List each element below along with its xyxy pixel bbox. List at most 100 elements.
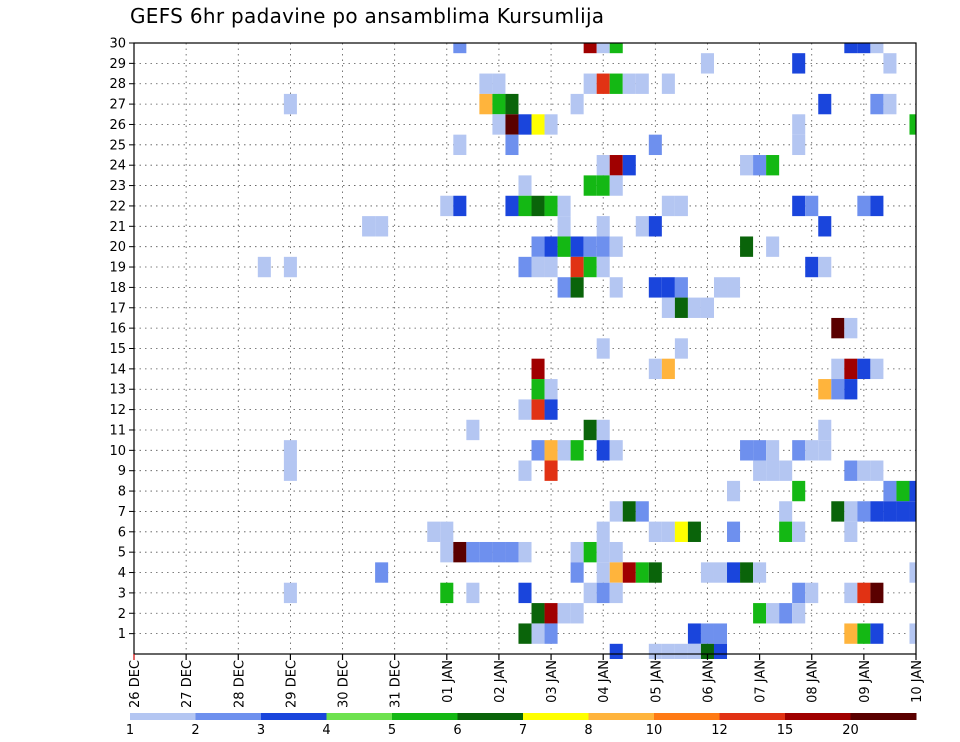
heatmap-cell — [583, 73, 597, 94]
heatmap-cell — [609, 541, 623, 563]
heatmap-cell — [661, 195, 675, 217]
heatmap-cell — [883, 93, 897, 115]
heatmap-cell — [479, 73, 493, 94]
x-tick-label: 30 DEC — [337, 660, 352, 708]
heatmap-cell — [609, 643, 623, 659]
heatmap-cell — [531, 379, 545, 400]
y-tick-label: 2 — [118, 607, 126, 622]
heatmap-cell — [909, 114, 916, 135]
heatmap-cell — [505, 114, 519, 135]
colorbar-swatch — [785, 713, 851, 720]
heatmap-cell — [818, 256, 832, 278]
y-tick-label: 16 — [109, 322, 126, 337]
colorbar-label: 7 — [519, 723, 527, 738]
heatmap-cell — [635, 216, 649, 237]
heatmap-cell — [687, 643, 701, 659]
heatmap-cell — [648, 277, 662, 298]
x-tick-label: 29 DEC — [284, 660, 299, 708]
x-tick-label: 10 JAN — [910, 660, 925, 703]
heatmap-cell — [883, 501, 897, 522]
heatmap-cell — [753, 562, 767, 583]
x-tick-label: 08 JAN — [806, 660, 821, 703]
heatmap-cell — [844, 358, 858, 380]
heatmap-cell — [440, 195, 454, 217]
heatmap-cell — [792, 195, 806, 217]
heatmap-cell — [870, 195, 884, 217]
heatmap-cell — [740, 155, 754, 176]
heatmap-cell — [674, 277, 688, 298]
heatmap-cell — [648, 521, 662, 542]
heatmap-cell — [818, 216, 832, 237]
heatmap-cell — [531, 399, 545, 420]
heatmap-cell — [544, 236, 558, 257]
heatmap-cell — [687, 623, 701, 644]
colorbar-label: 1 — [126, 723, 134, 738]
heatmap-cell — [609, 582, 623, 604]
heatmap-cell — [805, 440, 819, 461]
heatmap-cell — [596, 338, 610, 359]
heatmap-cell — [596, 73, 610, 94]
colorbar-label: 5 — [388, 723, 396, 738]
colorbar-label: 4 — [322, 723, 330, 738]
heatmap-cell — [870, 93, 884, 115]
heatmap-cell — [531, 256, 545, 278]
x-tick-label: 06 JAN — [701, 660, 716, 703]
colorbar-swatch — [195, 713, 262, 720]
heatmap-cell — [766, 460, 780, 481]
colorbar-label: 10 — [646, 723, 663, 738]
heatmap-cell — [596, 155, 610, 176]
heatmap-cell — [518, 114, 532, 135]
colorbar-swatch — [392, 713, 458, 720]
heatmap-cell — [544, 440, 558, 461]
y-tick-label: 27 — [109, 98, 126, 113]
heatmap-cell — [635, 562, 649, 583]
heatmap-cell — [870, 623, 884, 644]
heatmap-cell — [622, 73, 636, 94]
y-tick-label: 24 — [109, 159, 126, 174]
heatmap-cell — [557, 277, 571, 298]
heatmap-cell — [440, 521, 454, 542]
heatmap-cell — [792, 521, 806, 542]
heatmap-cell — [531, 114, 545, 135]
x-tick-label: 02 JAN — [493, 660, 508, 703]
heatmap-cell — [570, 236, 584, 257]
heatmap-cell — [909, 501, 916, 522]
heatmap-cell — [857, 501, 871, 522]
heatmap-cell — [544, 114, 558, 135]
y-tick-label: 3 — [118, 586, 126, 601]
heatmap-cell — [844, 43, 858, 54]
heatmap-cell — [792, 603, 806, 624]
heatmap-cell — [505, 93, 519, 115]
heatmap-cell — [544, 399, 558, 420]
y-tick-label: 21 — [109, 220, 126, 235]
x-tick-label: 04 JAN — [597, 660, 612, 703]
heatmap-cell — [909, 480, 916, 502]
heatmap-cell — [531, 623, 545, 644]
heatmap-cell — [700, 643, 714, 659]
heatmap-cell — [375, 562, 389, 583]
y-tick-label: 12 — [109, 403, 126, 418]
heatmap-cell — [453, 134, 467, 156]
heatmap-cell — [844, 582, 858, 604]
heatmap-cell — [492, 541, 506, 563]
heatmap-cell — [570, 277, 584, 298]
heatmap-cell — [727, 521, 741, 542]
colorbar-swatch — [326, 713, 393, 720]
heatmap-cell — [766, 603, 780, 624]
heatmap-cell — [700, 53, 714, 74]
heatmap-cell — [857, 358, 871, 380]
heatmap-cell — [648, 562, 662, 583]
heatmap-cell — [609, 73, 623, 94]
heatmap-cell — [857, 623, 871, 644]
heatmap-cell — [844, 623, 858, 644]
heatmap-cell — [531, 440, 545, 461]
x-tick-label: 31 DEC — [389, 660, 404, 708]
heatmap-cell — [557, 440, 571, 461]
heatmap-cell — [570, 440, 584, 461]
heatmap-cell — [883, 53, 897, 74]
y-tick-label: 7 — [118, 505, 126, 520]
heatmap-cell — [544, 460, 558, 481]
y-tick-label: 28 — [109, 77, 126, 92]
y-tick-label: 17 — [109, 301, 126, 316]
